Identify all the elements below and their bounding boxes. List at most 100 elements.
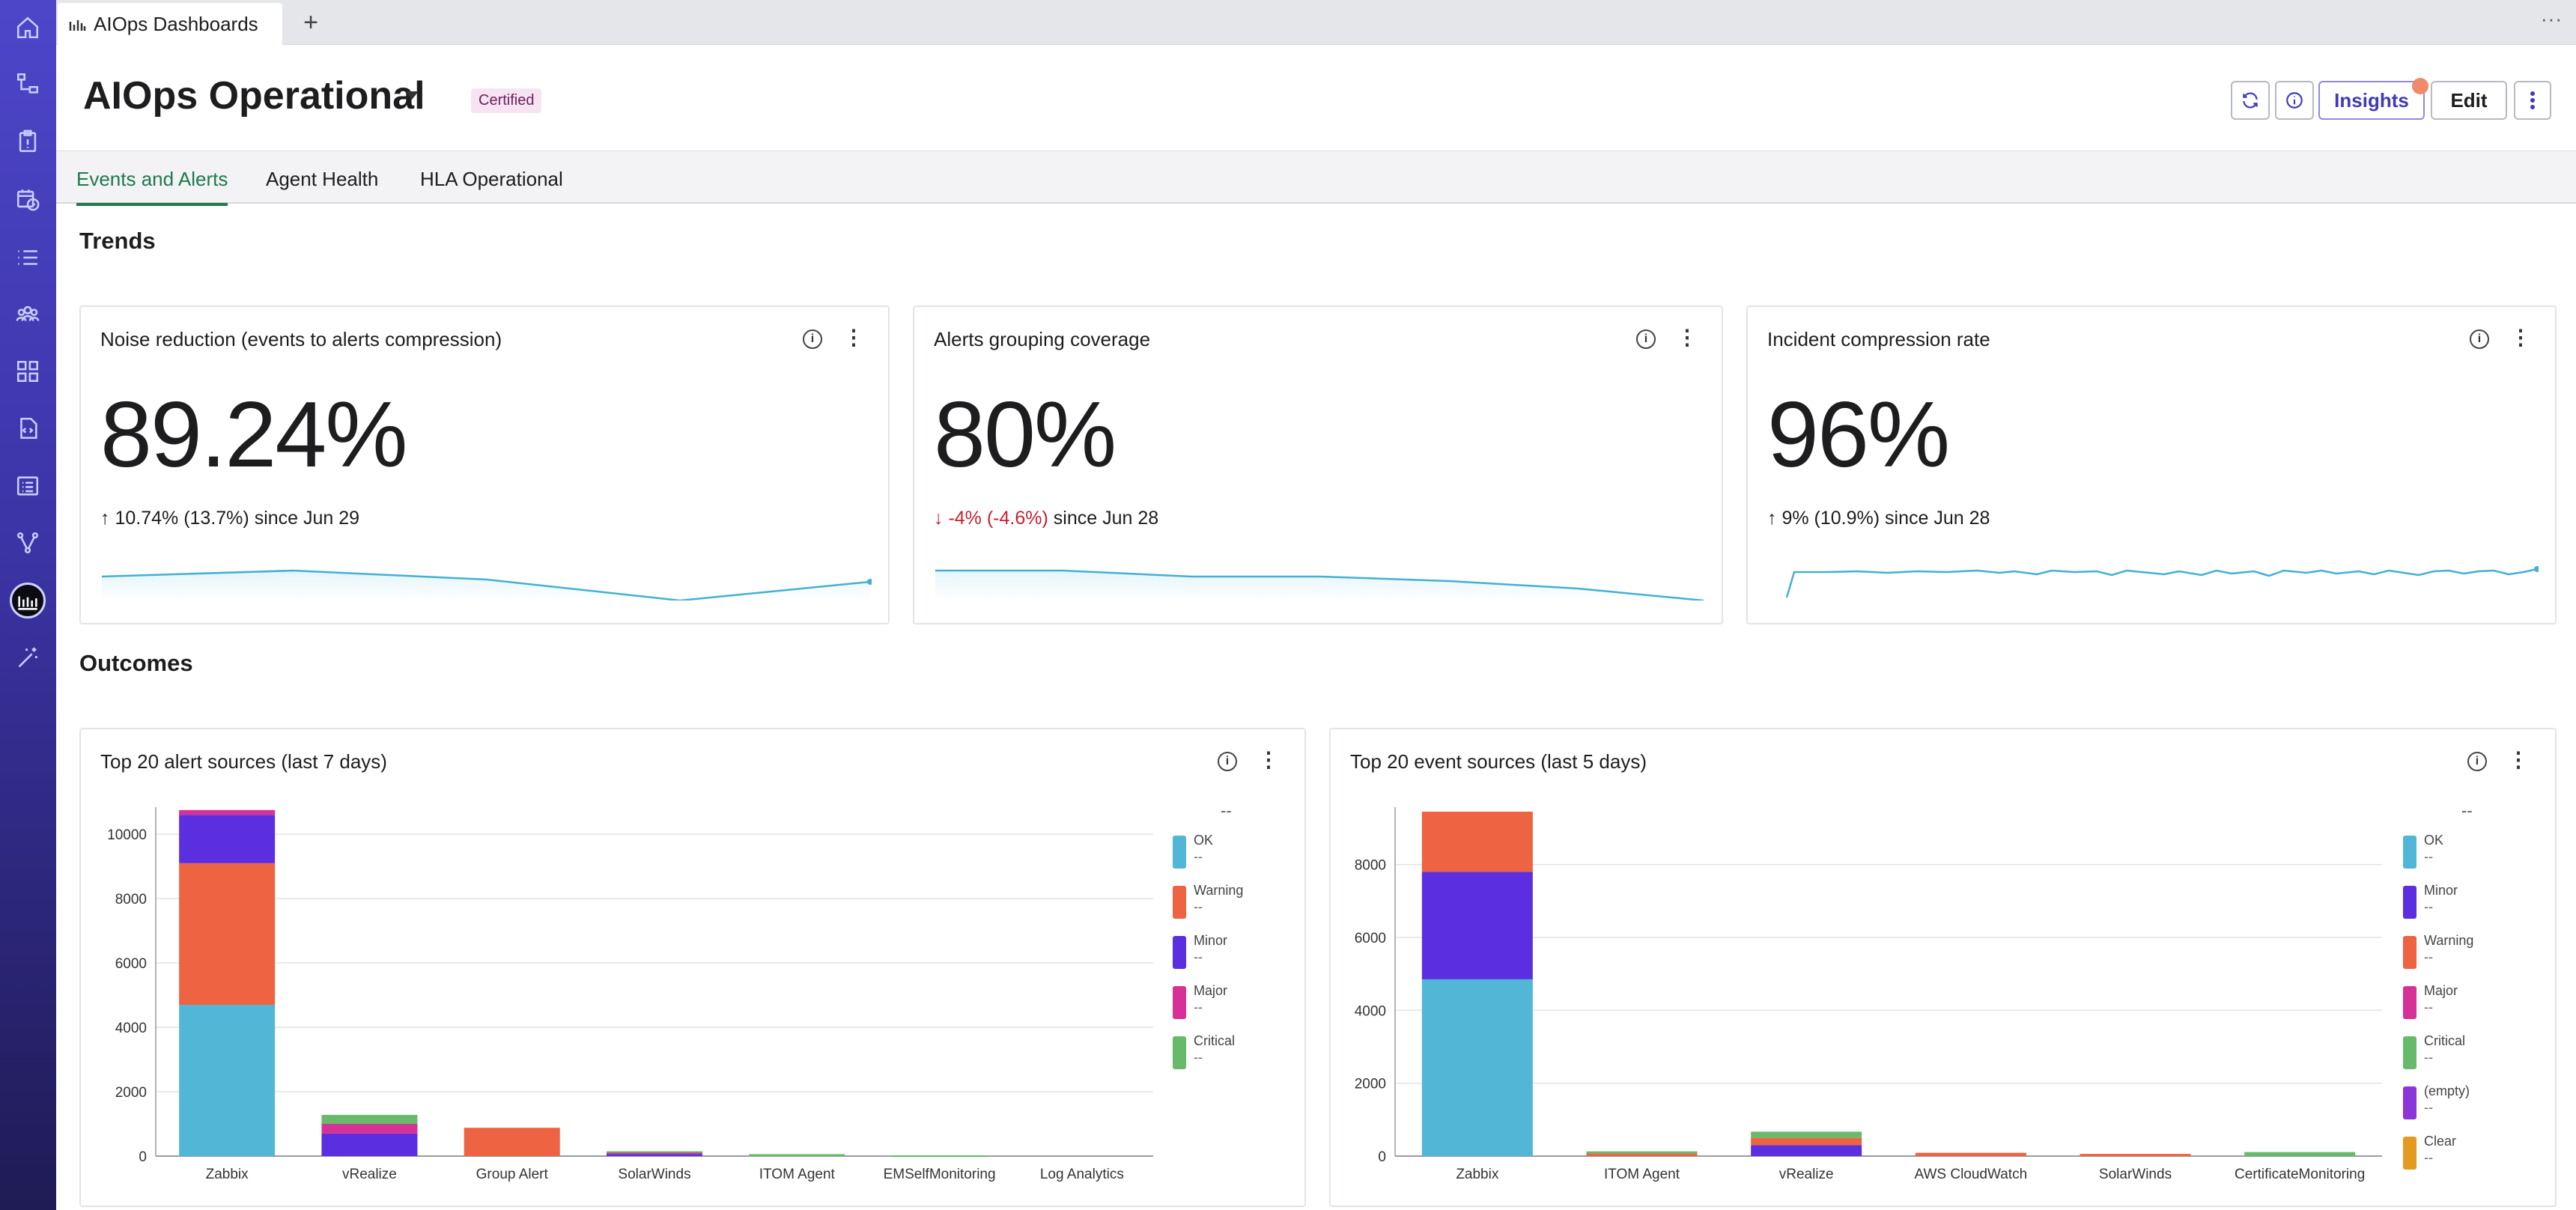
legend-swatch [1173,836,1186,869]
legend-item[interactable]: Clear -- [2403,1134,2493,1179]
bar-segment-major[interactable] [321,1124,418,1134]
legend-item[interactable]: Minor -- [1173,933,1263,978]
x-tick-label: Log Analytics [1040,1167,1124,1182]
x-tick-label: Group Alert [476,1167,549,1182]
bar-segment-warning[interactable] [179,863,276,1005]
bar-segment-minor[interactable] [1751,1145,1862,1156]
chart-card-event-sources: Top 20 event sources (last 5 days) i ⋮ 0… [1329,728,2557,1207]
info-icon[interactable]: i [2467,752,2487,771]
bar-segment-critical[interactable] [891,1155,988,1158]
edit-button[interactable]: Edit [2431,81,2507,120]
more-vertical-icon[interactable]: ⋮ [843,326,864,349]
x-tick-label: Zabbix [206,1167,249,1182]
info-icon[interactable]: i [1636,329,1656,349]
bar-segment-warning[interactable] [1751,1137,1862,1146]
legend-label: Critical [2424,1033,2466,1048]
refresh-button[interactable] [2231,81,2270,120]
legend-item[interactable]: OK -- [2403,833,2493,878]
info-button[interactable] [2275,81,2314,120]
legend-item[interactable]: (empty) -- [2403,1083,2493,1128]
home-icon[interactable] [10,10,46,46]
legend-header: -- [1221,801,1232,820]
bar-segment-minor[interactable] [607,1154,702,1156]
calendar-clock-icon[interactable] [10,181,46,217]
y-tick-label: 4000 [115,1021,147,1036]
dashboards-icon[interactable] [10,583,46,618]
tab-events-and-alerts[interactable]: Events and Alerts [76,168,228,206]
bar-segment-warning[interactable] [1915,1152,2026,1156]
legend-swatch [2403,1086,2416,1119]
bar-segment-critical[interactable] [607,1151,702,1153]
clipboard-icon[interactable] [10,124,46,159]
legend-item[interactable]: Critical -- [1173,1033,1263,1078]
legend-swatch [2403,886,2416,919]
legend-item[interactable]: Warning -- [2403,933,2493,978]
legend-item[interactable]: Critical -- [2403,1033,2493,1078]
more-actions-button[interactable] [2514,81,2551,120]
legend-swatch [1173,986,1186,1019]
legend-value: -- [1194,899,1203,914]
info-icon[interactable]: i [1218,752,1237,771]
more-vertical-icon[interactable]: ⋮ [2508,748,2529,771]
refresh-icon [2243,92,2258,109]
title-dropdown-icon[interactable] [405,91,419,100]
legend-item[interactable]: Warning -- [1173,883,1263,928]
bar-segment-warning[interactable] [1421,812,1533,872]
legend-value: -- [2424,849,2433,864]
legend-item[interactable]: Major -- [2403,983,2493,1028]
legend-item[interactable]: Major -- [1173,983,1263,1028]
bar-segment-critical[interactable] [321,1114,418,1125]
bar-segment-critical[interactable] [1586,1151,1698,1154]
y-tick-label: 2000 [115,1085,147,1101]
grid-icon[interactable] [10,353,46,389]
bar-segment-critical[interactable] [1751,1131,1862,1138]
bar-segment-minor[interactable] [1421,872,1533,979]
insights-button[interactable]: Insights [2318,81,2425,120]
add-tab-icon[interactable]: + [303,8,318,37]
kpi-change: -4% (-4.6%) [948,508,1048,529]
legend-value: -- [1194,849,1203,864]
more-horizontal-icon[interactable]: ··· [2541,7,2563,30]
bar-segment-major[interactable] [179,809,276,815]
workflow-icon[interactable] [10,525,46,561]
y-tick-label: 2000 [1355,1077,1386,1092]
legend-item[interactable]: Minor -- [2403,883,2493,928]
form-icon[interactable] [10,468,46,504]
bar-segment-minor[interactable] [321,1133,418,1156]
tab-agent-health[interactable]: Agent Health [266,168,379,190]
legend-value: -- [1194,1050,1203,1065]
bar-segment-ok[interactable] [1421,979,1533,1156]
magic-wand-icon[interactable] [10,640,46,676]
x-tick-label: ITOM Agent [1604,1167,1680,1182]
bar-segment-warning[interactable] [464,1128,560,1156]
info-icon[interactable]: i [803,329,822,349]
dashboard-header: AIOps Operational Certified Insights Edi… [56,45,2576,151]
x-tick-label: vRealize [1779,1167,1834,1182]
bar-segment-critical[interactable] [749,1154,845,1156]
script-icon[interactable] [10,410,46,446]
tab-aiops-dashboards[interactable]: AIOps Dashboards [58,3,282,45]
bar-segment-warning[interactable] [2080,1154,2191,1156]
legend-label: OK [1194,833,1214,848]
legend-item[interactable]: OK -- [1173,833,1263,878]
list-icon[interactable] [10,240,46,276]
bar-segment-warning[interactable] [1586,1153,1698,1156]
sparkline [101,569,872,601]
more-vertical-icon[interactable]: ⋮ [1677,326,1698,349]
bar-segment-ok[interactable] [179,1004,276,1156]
arrow-down-icon: ↓ [934,508,944,529]
tab-hla-operational[interactable]: HLA Operational [420,168,563,190]
bar-segment-major[interactable] [607,1152,702,1155]
y-tick-label: 8000 [1355,858,1386,874]
y-tick-label: 6000 [115,956,147,972]
more-vertical-icon[interactable]: ⋮ [2510,326,2531,349]
bar-segment-minor[interactable] [179,815,276,863]
users-icon[interactable] [10,297,46,332]
info-icon[interactable]: i [2470,329,2489,349]
kpi-since: since Jun 28 [1885,508,1990,529]
legend-label: Warning [2424,933,2474,948]
hierarchy-icon[interactable] [10,66,46,102]
legend-value: -- [2424,1150,2433,1165]
bar-segment-critical[interactable] [2244,1152,2356,1156]
more-vertical-icon[interactable]: ⋮ [1258,748,1279,771]
